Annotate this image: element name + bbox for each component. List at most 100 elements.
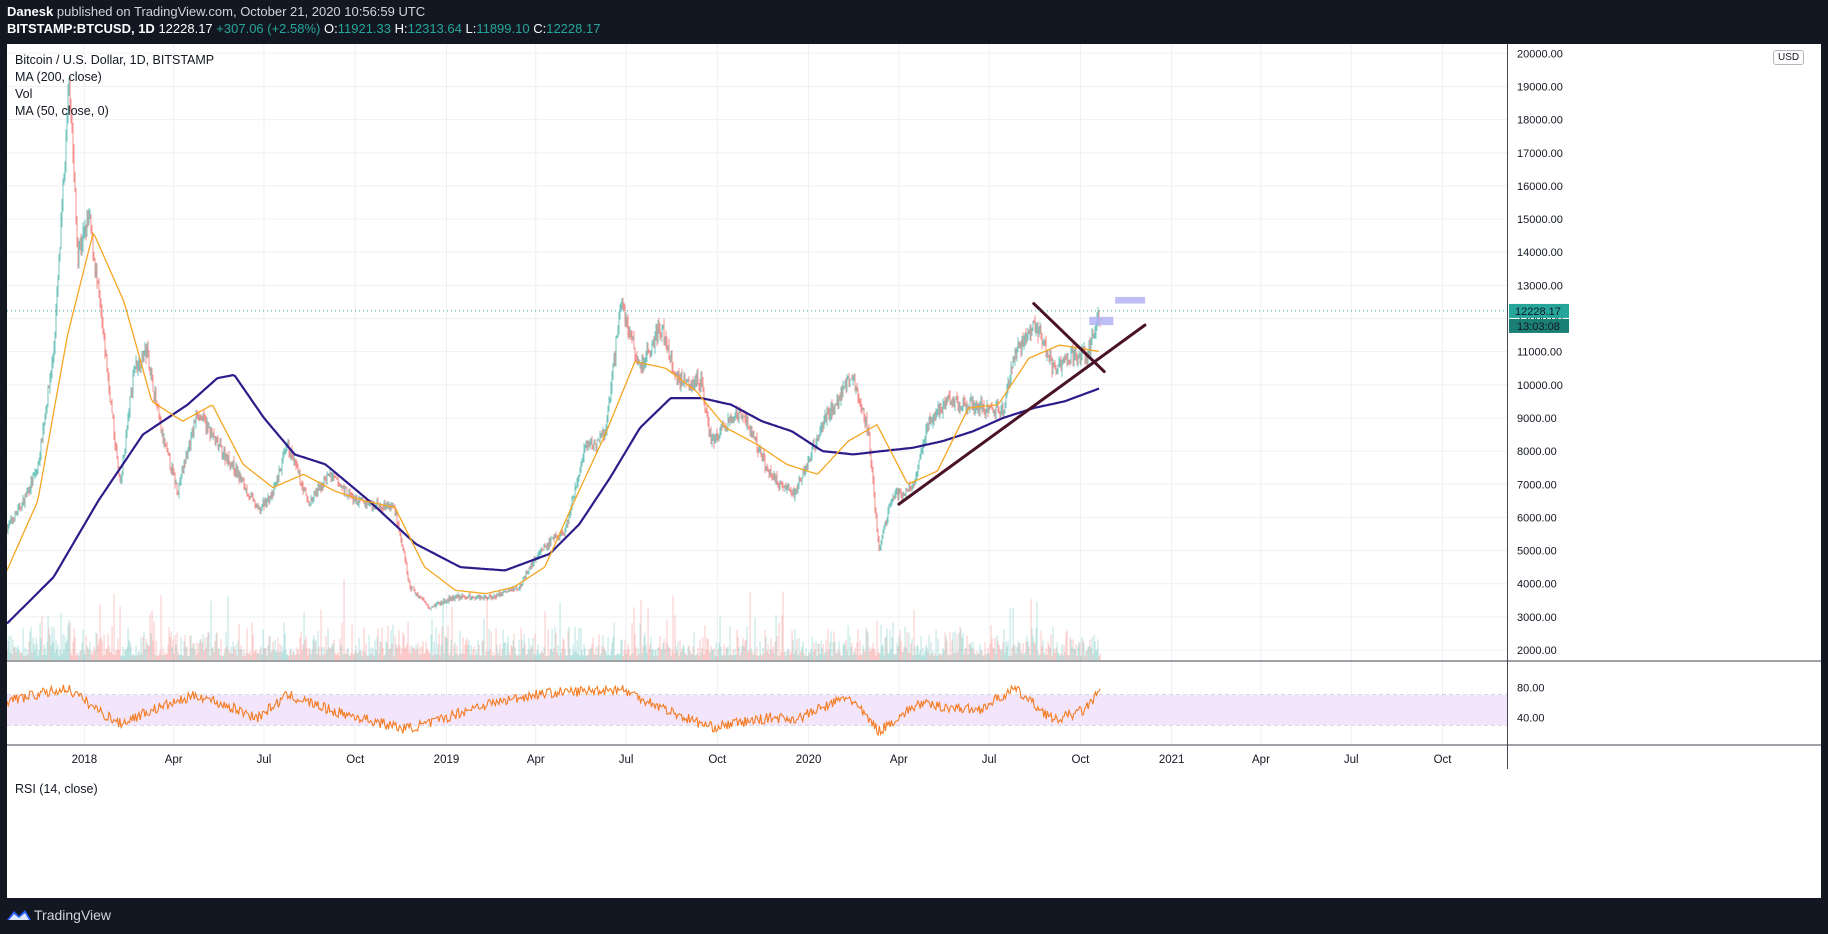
open-label: O:: [324, 21, 338, 36]
volume-bar: [136, 655, 138, 660]
volume-bar: [279, 643, 281, 660]
volume-bar: [969, 644, 971, 660]
volume-bar: [974, 653, 976, 660]
volume-bar: [641, 652, 643, 660]
volume-bar: [851, 642, 853, 660]
author-name[interactable]: Danesk: [7, 4, 54, 19]
volume-bar: [1007, 640, 1009, 660]
chart-area[interactable]: 20000.00 19000.00 18000.00 17000.00 16000.00…: [7, 44, 1821, 898]
volume-bar: [173, 653, 175, 660]
y-tick-label: 8000.00: [1517, 446, 1557, 458]
volume-bar: [471, 655, 473, 660]
volume-bar: [1044, 654, 1046, 660]
volume-bar: [332, 642, 334, 660]
volume-bar: [406, 643, 408, 660]
volume-bar: [690, 653, 692, 660]
tradingview-logo-icon[interactable]: [6, 907, 32, 923]
volume-bar: [808, 651, 810, 660]
volume-bar: [89, 642, 91, 660]
volume-bar: [267, 645, 269, 660]
drawings: [7, 296, 1507, 506]
currency-badge[interactable]: USD: [1773, 50, 1805, 65]
volume-bar: [712, 649, 714, 660]
volume-bar: [429, 654, 431, 660]
volume-bar: [567, 629, 569, 660]
legend-rsi[interactable]: RSI (14, close): [15, 782, 98, 796]
volume-bar: [328, 647, 330, 660]
volume-bar: [522, 648, 524, 660]
volume-bar: [157, 655, 159, 660]
volume-bar: [708, 650, 710, 660]
volume-bar: [264, 647, 266, 660]
volume-bar: [639, 623, 641, 660]
volume-bar: [285, 650, 287, 660]
volume-bar: [532, 637, 534, 660]
volume-bar: [227, 596, 229, 660]
volume-bar: [564, 649, 566, 660]
y-tick-label: 17000.00: [1517, 148, 1563, 160]
volume-bar: [990, 624, 992, 660]
volume-bar: [701, 647, 703, 660]
volume-bar: [357, 652, 359, 660]
volume-bar: [911, 638, 913, 660]
volume-bar: [860, 655, 862, 660]
volume-bar: [964, 648, 966, 660]
published-text: published on TradingView.com, October 21…: [56, 4, 426, 19]
volume-bar: [380, 642, 382, 660]
volume-bar: [652, 648, 654, 660]
tradingview-brand[interactable]: TradingView: [34, 907, 112, 923]
volume-bar: [108, 645, 110, 660]
volume-bar: [654, 650, 656, 660]
volume-bar: [821, 648, 823, 660]
legend-title[interactable]: Bitcoin / U.S. Dollar, 1D, BITSTAMP: [15, 53, 215, 67]
volume-bar: [676, 651, 678, 660]
legend-ma50[interactable]: MA (50, close, 0): [15, 104, 109, 118]
volume-bar: [355, 645, 357, 660]
volume-bar: [457, 655, 459, 660]
volume-bar: [313, 634, 315, 660]
volume-bar: [475, 649, 477, 660]
ohlc-line: BITSTAMP:BTCUSD, 1D 12228.17 +307.06 (+2…: [7, 21, 600, 36]
volume-bar: [473, 646, 475, 660]
volume-bar: [1071, 647, 1073, 660]
volume-bar: [51, 626, 53, 660]
volume-bar: [664, 649, 666, 660]
volume-bar: [440, 644, 442, 660]
volume-bar: [10, 634, 12, 660]
volume-bar: [71, 655, 73, 660]
volume-bar: [1097, 639, 1099, 660]
legend-vol[interactable]: Vol: [15, 87, 33, 101]
volume-bar: [21, 652, 23, 660]
volume-bar: [1029, 654, 1031, 660]
legend-ma200[interactable]: MA (200, close): [15, 70, 102, 84]
volume-bar: [1046, 654, 1048, 660]
volume-bar: [1012, 607, 1014, 660]
y-tick-label: 2000.00: [1517, 645, 1557, 657]
volume-bar: [527, 649, 529, 660]
volume-bar: [738, 646, 740, 660]
volume-bar: [576, 640, 578, 660]
volume-bar: [624, 639, 626, 660]
volume-bar: [317, 630, 319, 660]
volume-bar: [865, 627, 867, 660]
volume-bar: [95, 632, 97, 660]
volume-bar: [751, 651, 753, 660]
volume-bar: [686, 655, 688, 660]
volume-bars: [7, 579, 1101, 660]
volume-bar: [727, 646, 729, 660]
volume-bar: [563, 640, 565, 660]
volume-bar: [793, 653, 795, 660]
volume-bar: [607, 637, 609, 660]
volume-bar: [945, 636, 947, 660]
volume-bar: [888, 653, 890, 660]
volume-bar: [543, 646, 545, 660]
x-tick-label: 2018: [72, 754, 98, 766]
chart-canvas[interactable]: 20000.00 19000.00 18000.00 17000.00 16000.00…: [7, 44, 1821, 898]
volume-bar: [1022, 642, 1024, 660]
volume-bar: [1040, 630, 1042, 660]
high-value: 12313.64: [407, 21, 462, 36]
volume-bar: [175, 644, 177, 660]
volume-bar: [597, 645, 599, 660]
volume-bar: [514, 647, 516, 660]
volume-bar: [996, 634, 998, 660]
